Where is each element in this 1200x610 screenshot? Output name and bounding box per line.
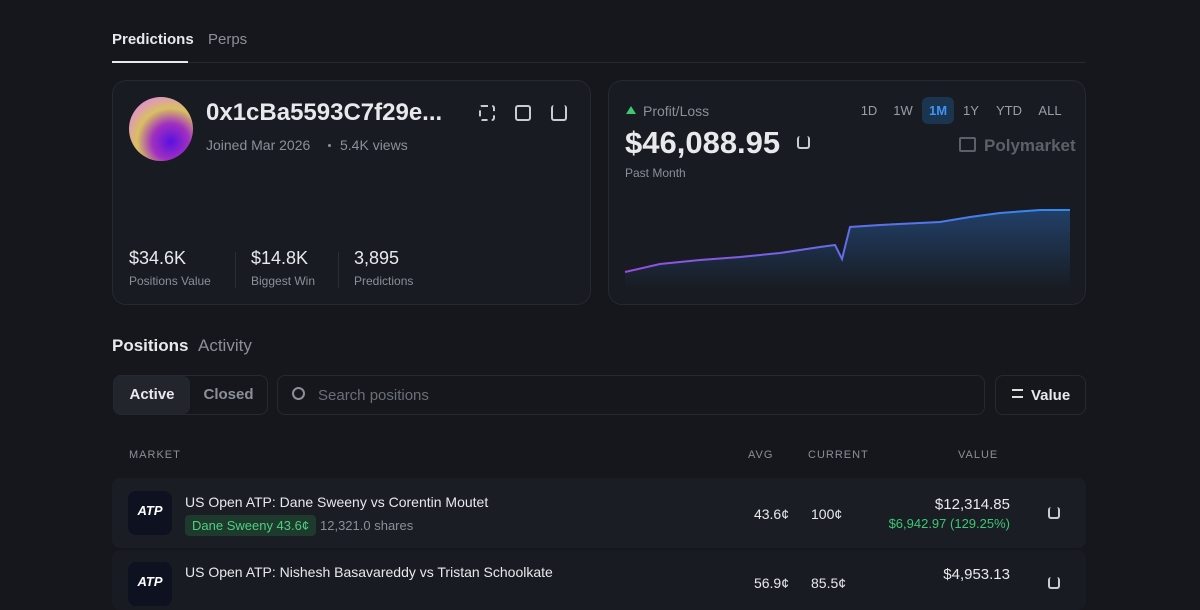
avatar [129, 97, 193, 161]
shares: 12,321.0 shares [320, 518, 414, 533]
avg: 43.6¢ [753, 506, 789, 522]
tab[interactable]: Predictions [112, 31, 194, 48]
market-icon: ATP [128, 491, 172, 535]
stat-label: Predictions [354, 274, 414, 288]
divider [338, 252, 339, 288]
dot [328, 144, 331, 147]
qr-icon[interactable] [479, 105, 495, 121]
market-title: US Open ATP: Dane Sweeny vs Corentin Mou… [185, 494, 489, 510]
pnl-chart [624, 209, 1070, 290]
share-icon[interactable] [1048, 577, 1060, 589]
share-icon[interactable] [797, 136, 810, 149]
section-tab[interactable]: Positions [112, 336, 189, 355]
search-icon [292, 387, 305, 400]
filter[interactable]: Closed [203, 386, 254, 403]
brand: Polymarket [984, 136, 1076, 155]
pnl-period: Past Month [625, 166, 686, 180]
stat-value: $34.6K [129, 248, 187, 268]
profile-card [112, 80, 591, 305]
tab[interactable]: Perps [208, 31, 248, 48]
area [625, 210, 1070, 290]
pnl-label: Profit/Loss [643, 103, 710, 119]
sort-icon [1012, 389, 1023, 398]
section-tab[interactable]: Activity [198, 336, 252, 355]
line [624, 209, 1070, 273]
search-placeholder: Search positions [318, 387, 429, 404]
sort-label: Value [1031, 387, 1071, 404]
share-icon[interactable] [551, 105, 567, 121]
column-header[interactable]: AVG [748, 449, 774, 461]
value: $4,953.13 [943, 566, 1010, 583]
row[interactable] [112, 478, 1086, 548]
tab-underline [112, 61, 188, 63]
joined: Joined Mar 2026 [206, 137, 311, 153]
pnl: $6,942.97 (129.25%) [888, 516, 1010, 531]
market-title: US Open ATP: Nishesh Basavareddy vs Tris… [185, 564, 553, 580]
share-icon[interactable] [1048, 507, 1060, 519]
address: 0x1cBa5593C7f29e... [206, 99, 443, 126]
market-icon: ATP [128, 562, 172, 606]
range-button[interactable]: YTD [996, 103, 1022, 118]
column-header[interactable]: VALUE [958, 449, 999, 461]
avg: 56.9¢ [753, 575, 789, 591]
range-button[interactable]: 1W [893, 103, 913, 118]
divider [235, 252, 236, 288]
search-box[interactable] [277, 375, 985, 415]
stat-label: Positions Value [129, 274, 211, 288]
divider [112, 62, 1086, 63]
range-button[interactable]: 1D [860, 103, 878, 118]
current: 85.5¢ [811, 575, 847, 591]
range-button[interactable]: 1Y [963, 103, 979, 118]
value: $12,314.85 [934, 496, 1010, 513]
current: 100¢ [811, 506, 843, 522]
brand-logo [959, 137, 976, 152]
stat-value: $14.8K [251, 248, 309, 268]
filter[interactable]: Active [114, 376, 190, 414]
column-header[interactable]: MARKET [129, 449, 181, 461]
views: 5.4K views [340, 137, 408, 153]
pnl-value: $46,088.95 [625, 125, 781, 160]
outcome-badge: Dane Sweeny 43.6¢ [185, 515, 317, 536]
stat-value: 3,895 [354, 248, 400, 268]
filter-group [113, 375, 268, 415]
up-arrow [626, 106, 636, 114]
sort-button[interactable] [995, 375, 1086, 415]
gift-icon[interactable] [515, 105, 531, 121]
stat-label: Biggest Win [251, 274, 316, 288]
page: Predictions Perps 0x1cBa5593C7f29e... Jo… [112, 31, 1086, 606]
range-button[interactable]: 1M [922, 97, 954, 124]
range-button[interactable]: ALL [1038, 103, 1062, 118]
column-header: CURRENT [808, 449, 869, 461]
row[interactable] [112, 550, 1086, 610]
